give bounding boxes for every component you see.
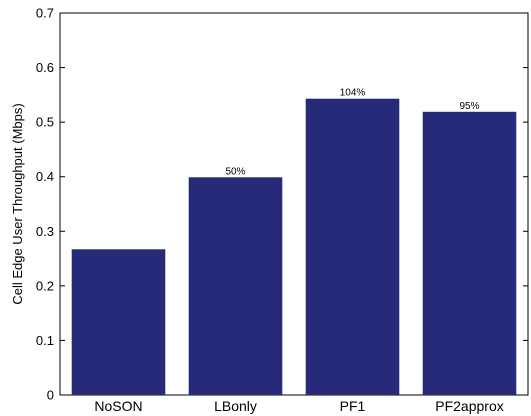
bar-pf1 bbox=[305, 98, 400, 395]
x-axis-labels: NoSON LBonly PF1 PF2approx bbox=[94, 398, 503, 414]
x-tick-label: PF2approx bbox=[435, 398, 503, 414]
y-tick-label: 0.3 bbox=[36, 224, 54, 239]
bar-pf2approx bbox=[422, 111, 517, 396]
y-tick-label: 0.4 bbox=[36, 169, 54, 184]
x-tick-label: NoSON bbox=[94, 398, 142, 414]
bar-data-label: 50% bbox=[225, 166, 245, 177]
y-tick-label: 0.5 bbox=[36, 115, 54, 130]
bar-lbonly bbox=[188, 177, 283, 395]
bar-noson bbox=[71, 249, 166, 395]
y-tick-label: 0.1 bbox=[36, 333, 54, 348]
y-axis-ticks: 0 0.1 0.2 0.3 0.4 0.5 0.6 0.7 bbox=[36, 6, 528, 403]
y-axis-title: Cell Edge User Throughput (Mbps) bbox=[10, 103, 25, 304]
y-tick-label: 0.6 bbox=[36, 60, 54, 75]
x-tick-label: LBonly bbox=[214, 398, 257, 414]
y-tick-label: 0.2 bbox=[36, 278, 54, 293]
bar-data-label: 95% bbox=[459, 101, 479, 112]
bars-group bbox=[71, 98, 517, 396]
data-labels: 50% 104% 95% bbox=[225, 88, 479, 178]
y-tick-label: 0 bbox=[47, 388, 54, 403]
bar-data-label: 104% bbox=[340, 88, 366, 99]
x-tick-label: PF1 bbox=[340, 398, 366, 414]
y-tick-label: 0.7 bbox=[36, 6, 54, 21]
